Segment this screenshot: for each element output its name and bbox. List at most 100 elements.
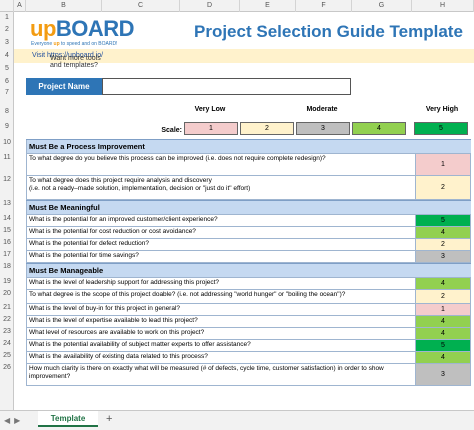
worksheet: upBOARD Everyone up to speed and on BOAR… — [14, 12, 474, 410]
column-header-h[interactable]: H — [412, 0, 474, 12]
tagline-post: to speed and on BOARD! — [59, 41, 118, 47]
column-header-f[interactable]: F — [296, 0, 352, 12]
section-title: Must Be Meaningful — [26, 201, 416, 214]
row-header-10[interactable]: 10 — [3, 139, 11, 146]
upboard-logo: upBOARD — [30, 16, 135, 42]
row-header-12[interactable]: 12 — [3, 176, 11, 183]
row-header-11[interactable]: 11 — [3, 154, 11, 161]
table-row: What is the potential for defect reducti… — [26, 239, 471, 251]
select-all-corner[interactable] — [0, 0, 14, 12]
row-header-16[interactable]: 16 — [3, 239, 11, 246]
score-cell[interactable]: 5 — [416, 215, 471, 226]
tagline-up: up — [53, 41, 60, 47]
upboard-link[interactable]: Visit https://upboard.io/ — [32, 52, 104, 59]
question-text: What is the potential for time savings? — [26, 251, 416, 262]
table-row: What is the availability of existing dat… — [26, 352, 471, 364]
score-cell[interactable]: 4 — [416, 328, 471, 339]
add-sheet-icon[interactable]: + — [106, 413, 113, 425]
banner-text: Want more tools and templates? Visit htt… — [32, 52, 104, 69]
row-header-1[interactable]: 1 — [5, 14, 9, 21]
column-header-c[interactable]: C — [102, 0, 180, 12]
row-header-26[interactable]: 26 — [3, 364, 11, 371]
row-header-15[interactable]: 15 — [3, 227, 11, 234]
logo-tagline: Everyone up to speed and on BOARD! — [31, 41, 117, 47]
section-title: Must Be Manageable — [26, 264, 416, 277]
banner-text-prefix: Want more tools and templates? — [50, 55, 101, 69]
project-name-label: Project Name — [26, 78, 102, 95]
table-row: What is the level of leadership support … — [26, 278, 471, 290]
sheet-nav-arrows-icon[interactable]: ◀▶ — [4, 416, 25, 425]
row-header-14[interactable]: 14 — [3, 215, 11, 222]
score-cell[interactable]: 4 — [416, 227, 471, 238]
table-row: What is the potential for time savings? … — [26, 251, 471, 263]
row-header-20[interactable]: 20 — [3, 290, 11, 297]
column-header-d[interactable]: D — [180, 0, 240, 12]
row-header-9[interactable]: 9 — [5, 123, 9, 130]
table-row: What is the level of expertise available… — [26, 316, 471, 328]
question-text: What is the potential for cost reduction… — [26, 227, 416, 238]
section-title: Must Be a Process Improvement — [26, 140, 416, 153]
sheet-tab-bar: ◀▶ Template + — [0, 410, 474, 430]
row-header-18[interactable]: 18 — [3, 263, 11, 270]
criteria-table: Must Be a Process Improvement To what de… — [26, 139, 471, 386]
column-header-a[interactable]: A — [14, 0, 26, 12]
scale-moderate-label: Moderate — [306, 106, 338, 113]
table-row: What is the level of buy-in for this pro… — [26, 304, 471, 316]
table-row: What is the potential for an improved cu… — [26, 215, 471, 227]
row-header-24[interactable]: 24 — [3, 340, 11, 347]
scale-box-1: 1 — [184, 122, 238, 135]
question-text: What is the level of leadership support … — [26, 278, 416, 289]
row-header-13[interactable]: 13 — [3, 200, 11, 207]
row-header-17[interactable]: 17 — [3, 251, 11, 258]
scale-box-5: 5 — [414, 122, 468, 135]
table-row: To what degree does this project require… — [26, 176, 471, 200]
project-name-input[interactable] — [102, 78, 351, 95]
row-header-23[interactable]: 23 — [3, 328, 11, 335]
row-header-19[interactable]: 19 — [3, 278, 11, 285]
score-cell[interactable]: 2 — [416, 239, 471, 250]
row-header-8[interactable]: 8 — [5, 108, 9, 115]
page-title: Project Selection Guide Template — [194, 22, 463, 41]
row-header-25[interactable]: 25 — [3, 352, 11, 359]
section-header: Must Be Meaningful — [26, 200, 471, 215]
score-cell[interactable]: 2 — [416, 176, 471, 199]
question-text: What level of resources are available to… — [26, 328, 416, 339]
score-cell[interactable]: 1 — [416, 154, 471, 175]
section-header: Must Be Manageable — [26, 263, 471, 278]
table-row: What level of resources are available to… — [26, 328, 471, 340]
table-row: What is the potential availability of su… — [26, 340, 471, 352]
column-header-g[interactable]: G — [352, 0, 412, 12]
table-row: What is the potential for cost reduction… — [26, 227, 471, 239]
score-cell[interactable]: 4 — [416, 316, 471, 327]
row-header-bar: 1 2 3 4 5 6 7 8 9 10 11 12 13 14 15 16 17 18 19 20 21 22 23 24 2… — [0, 12, 14, 410]
score-cell[interactable]: 4 — [416, 352, 471, 363]
row-header-2[interactable]: 2 — [5, 26, 9, 33]
table-row: To what degree is the scope of this proj… — [26, 290, 471, 304]
score-cell[interactable]: 3 — [416, 364, 471, 385]
score-cell[interactable]: 2 — [416, 290, 471, 303]
scale-very-low-label: Very Low — [194, 106, 226, 113]
score-cell[interactable]: 5 — [416, 340, 471, 351]
row-header-21[interactable]: 21 — [3, 304, 11, 311]
score-cell[interactable]: 1 — [416, 304, 471, 315]
column-header-e[interactable]: E — [240, 0, 296, 12]
row-header-5[interactable]: 5 — [5, 65, 9, 72]
tagline-pre: Everyone — [31, 41, 54, 47]
score-cell[interactable]: 3 — [416, 251, 471, 262]
question-text: To what degree does this project require… — [26, 176, 416, 199]
row-header-3[interactable]: 3 — [5, 39, 9, 46]
sheet-tab-template[interactable]: Template — [38, 411, 98, 427]
row-header-7[interactable]: 7 — [5, 89, 9, 96]
question-text: To what degree is the scope of this proj… — [26, 290, 416, 303]
column-header-b[interactable]: B — [26, 0, 102, 12]
row-header-6[interactable]: 6 — [5, 78, 9, 85]
score-cell[interactable]: 4 — [416, 278, 471, 289]
section-header: Must Be a Process Improvement — [26, 139, 471, 154]
logo-up-text: up — [30, 16, 56, 41]
table-row: How much clarity is there on exactly wha… — [26, 364, 471, 386]
row-header-22[interactable]: 22 — [3, 316, 11, 323]
question-text: What is the availability of existing dat… — [26, 352, 416, 363]
question-text: What is the level of expertise available… — [26, 316, 416, 327]
column-header-bar: A B C D E F G H — [0, 0, 474, 12]
row-header-4[interactable]: 4 — [5, 52, 9, 59]
